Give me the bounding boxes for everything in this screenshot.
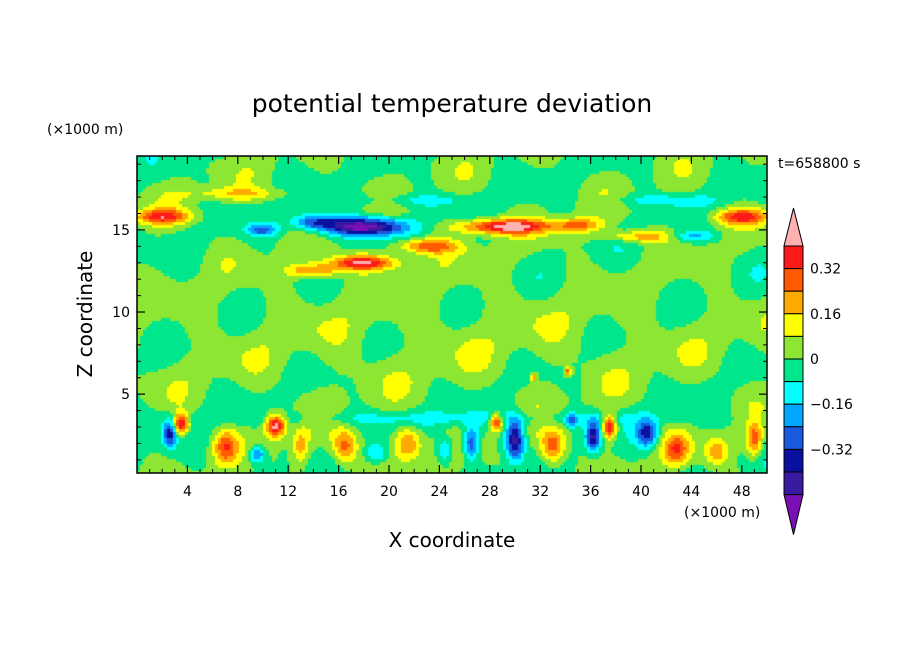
colorbar-tick-label: −0.32 — [810, 442, 853, 458]
x-tick-label: 24 — [430, 484, 448, 500]
x-tick-label: 12 — [279, 484, 297, 500]
colorbar-tick-label: 0 — [810, 352, 819, 368]
y-tick-label: 5 — [121, 387, 130, 403]
colorbar-box — [783, 313, 804, 337]
colorbar-box — [783, 426, 804, 450]
x-axis: 4 8 12 16 20 24 28 32 36 40 44 48 — [149, 156, 755, 500]
colorbar-min-arrow — [783, 494, 804, 535]
y-unit-label: (×1000 m) — [47, 122, 123, 138]
x-unit-label: (×1000 m) — [684, 505, 760, 521]
x-tick-label: 28 — [481, 484, 499, 500]
plot-area — [136, 155, 768, 474]
x-axis-label: X coordinate — [389, 528, 516, 552]
x-tick-label: 8 — [233, 484, 242, 500]
y-tick-label: 10 — [112, 305, 130, 321]
colorbar-box — [783, 268, 804, 292]
x-tick-label: 40 — [632, 484, 650, 500]
colorbar-box — [783, 381, 804, 405]
colorbar-tick-label: −0.16 — [810, 397, 853, 413]
colorbar-tick-label: 0.32 — [810, 262, 841, 278]
colorbar-box — [783, 403, 804, 428]
x-tick-label: 20 — [380, 484, 398, 500]
contour-canvas — [137, 156, 767, 473]
time-label: t=658800 s — [778, 156, 860, 172]
colorbar: 0.32 0.16 0 −0.16 −0.32 — [783, 207, 853, 535]
x-tick-label: 44 — [682, 484, 700, 500]
x-tick-label: 48 — [733, 484, 751, 500]
colorbar-box — [783, 448, 804, 473]
contour-field — [137, 156, 767, 473]
x-tick-label: 36 — [582, 484, 600, 500]
y-axis-label: Z coordinate — [73, 251, 97, 378]
colorbar-box — [783, 335, 804, 360]
colorbar-tick-label: 0.16 — [810, 307, 841, 323]
colorbar-box — [783, 290, 804, 315]
colorbar-box — [783, 245, 804, 270]
y-tick-label: 15 — [112, 223, 130, 239]
y-axis: 5 10 15 — [112, 163, 767, 461]
colorbar-box — [783, 471, 804, 496]
chart-title: potential temperature deviation — [252, 89, 652, 118]
x-tick-label: 4 — [183, 484, 192, 500]
colorbar-box — [783, 358, 804, 383]
x-tick-label: 32 — [531, 484, 549, 500]
colorbar-max-arrow — [783, 207, 804, 247]
x-tick-label: 16 — [330, 484, 348, 500]
